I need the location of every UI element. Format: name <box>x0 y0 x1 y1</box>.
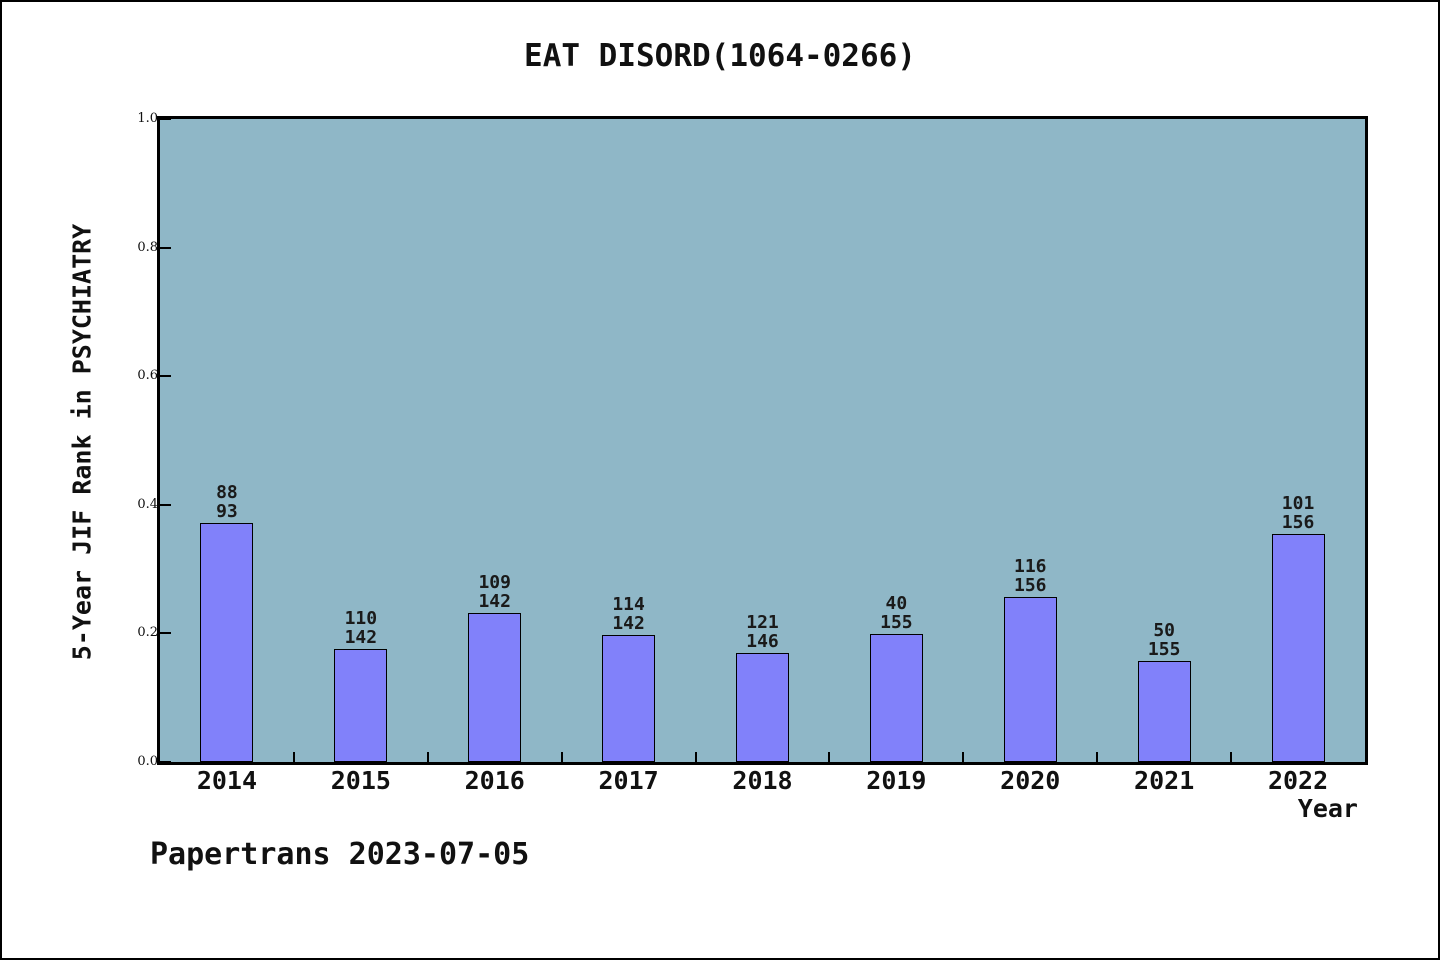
bar-value-label-2015: 110 142 <box>344 608 378 648</box>
y-axis-tick <box>160 503 171 506</box>
x-axis-label: Year <box>1297 794 1358 823</box>
x-tick-label-2018: 2018 <box>732 766 793 795</box>
y-axis-tick <box>160 246 171 249</box>
plot-area <box>157 116 1368 765</box>
bar-2015 <box>334 649 388 762</box>
x-tick-label-2019: 2019 <box>866 766 927 795</box>
bar-2021 <box>1137 661 1191 762</box>
x-axis-tick <box>427 752 429 762</box>
y-tick-label-0.0: 0.0 <box>137 754 158 769</box>
x-tick-label-2017: 2017 <box>598 766 659 795</box>
y-tick-label-0.6: 0.6 <box>137 368 158 384</box>
bar-2018 <box>736 653 789 762</box>
y-axis-tick <box>160 119 171 120</box>
bar-value-label-2016: 109 142 <box>478 572 511 612</box>
bar-value-label-2014: 88 93 <box>216 482 238 522</box>
x-axis-tick <box>1230 752 1232 762</box>
x-axis-tick <box>561 752 563 762</box>
y-tick-label-1.0: 1.0 <box>137 111 158 126</box>
bar-value-label-2018: 121 146 <box>746 612 779 652</box>
y-axis-label: 5-Year JIF Rank in PSYCHIATRY <box>67 223 97 661</box>
bar-value-label-2017: 114 142 <box>612 594 645 634</box>
chart-title: EAT DISORD(1064-0266) <box>524 38 916 74</box>
y-tick-label-0.4: 0.4 <box>137 496 158 512</box>
footer-watermark: Papertrans 2023-07-05 <box>150 837 530 872</box>
x-axis-tick <box>962 752 964 762</box>
bar-2022 <box>1271 534 1325 762</box>
x-tick-label-2014: 2014 <box>196 766 258 795</box>
x-axis-tick <box>695 752 697 762</box>
bar-2017 <box>602 635 656 762</box>
x-tick-label-2015: 2015 <box>330 766 391 795</box>
y-tick-label-0.2: 0.2 <box>137 625 158 641</box>
y-axis-tick <box>160 375 171 378</box>
y-axis-tick <box>160 632 171 635</box>
x-axis-tick <box>293 752 295 762</box>
bar-2014 <box>200 523 254 762</box>
x-axis-tick <box>1096 752 1098 762</box>
y-tick-label-0.8: 0.8 <box>137 239 158 255</box>
bar-2019 <box>869 634 923 762</box>
x-axis-tick <box>828 752 830 762</box>
bar-value-label-2019: 40 155 <box>880 593 913 633</box>
bar-value-label-2022: 101 156 <box>1281 493 1315 533</box>
x-tick-label-2021: 2021 <box>1134 766 1195 795</box>
bar-value-label-2020: 116 156 <box>1014 556 1047 596</box>
bar-value-label-2021: 50 155 <box>1147 620 1181 660</box>
y-axis-tick <box>160 761 171 762</box>
x-tick-label-2016: 2016 <box>464 766 525 795</box>
bar-2016 <box>468 613 522 762</box>
bar-2020 <box>1003 597 1057 762</box>
x-tick-label-2022: 2022 <box>1267 766 1329 795</box>
x-tick-label-2020: 2020 <box>1000 766 1061 795</box>
